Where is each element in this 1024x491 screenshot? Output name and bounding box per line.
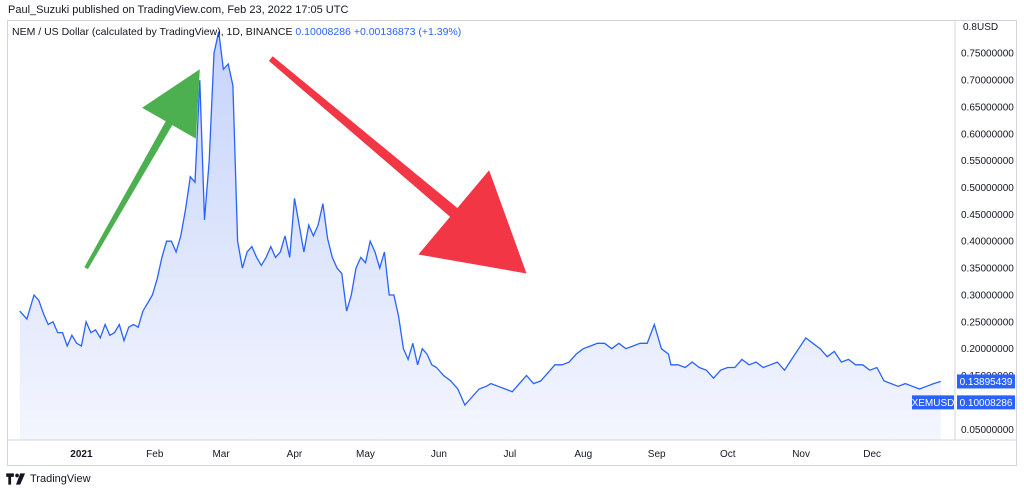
y-tick-label: 0.45000000 [961,210,1014,221]
x-tick-label: Jun [431,449,447,460]
publisher-header: Paul_Suzuki published on TradingView.com… [8,4,349,16]
x-tick-label: May [356,449,375,460]
y-tick-label: 0.35000000 [961,264,1014,275]
tradingview-logo-icon [6,473,26,485]
chart-frame [7,20,1017,466]
x-tick-label: Apr [287,449,303,460]
y-tick-label: 0.05000000 [961,425,1014,436]
price-label-text: XEMUSD [912,398,955,409]
y-tick-label: 0.20000000 [961,344,1014,355]
y-tick-label: 0.60000000 [961,129,1014,140]
x-tick-label: Nov [792,449,810,460]
price-labels: 0.13895439 XEMUSD 0.10008286 [912,374,1015,410]
symbol-description: NEM / US Dollar (calculated by TradingVi… [12,26,293,38]
y-tick-label: 0.8 [963,22,977,33]
price-label-text: 0.13895439 [960,377,1013,388]
annotation-arrows [84,56,527,274]
x-axis: 2021 Feb Mar Apr May Jun Jul Aug Sep Oct Nov Dec [7,439,1017,460]
price-area [19,31,941,440]
y-tick-label: 0.65000000 [961,102,1014,113]
y-unit-label: USD [977,22,998,33]
x-tick-label: Dec [863,449,881,460]
x-tick-label: Feb [146,449,164,460]
y-tick-label: 0.70000000 [961,76,1014,87]
x-tick-label: Aug [574,449,592,460]
symbol-legend: NEM / US Dollar (calculated by TradingVi… [12,26,461,38]
red-down-arrow [268,56,527,274]
x-tick-label: Jul [504,449,517,460]
x-tick-label: 2021 [70,449,93,460]
price-label-box [957,395,1015,410]
tradingview-footer: TradingView [6,470,91,488]
y-tick-label: 0.40000000 [961,237,1014,248]
y-tick-label: 0.25000000 [961,317,1014,328]
x-tick-label: Sep [648,449,666,460]
y-tick-label: 0.75000000 [961,49,1014,60]
y-axis: 0.050000000.100000000.150000000.20000000… [954,20,1014,440]
last-price: 0.10008286 [295,26,351,38]
y-tick-label: 0.55000000 [961,156,1014,167]
price-label-text: 0.10008286 [960,398,1013,409]
green-up-arrow [84,69,200,270]
price-label-box [912,395,954,410]
price-change: +0.00136873 (+1.39%) [353,26,462,38]
price-line[interactable] [19,31,941,407]
y-tick-label: 0.50000000 [961,183,1014,194]
price-label-box [957,374,1015,389]
x-tick-label: Oct [720,449,736,460]
y-tick-label: 0.30000000 [961,290,1014,301]
x-tick-label: Mar [212,449,230,460]
tradingview-brand: TradingView [30,473,91,485]
